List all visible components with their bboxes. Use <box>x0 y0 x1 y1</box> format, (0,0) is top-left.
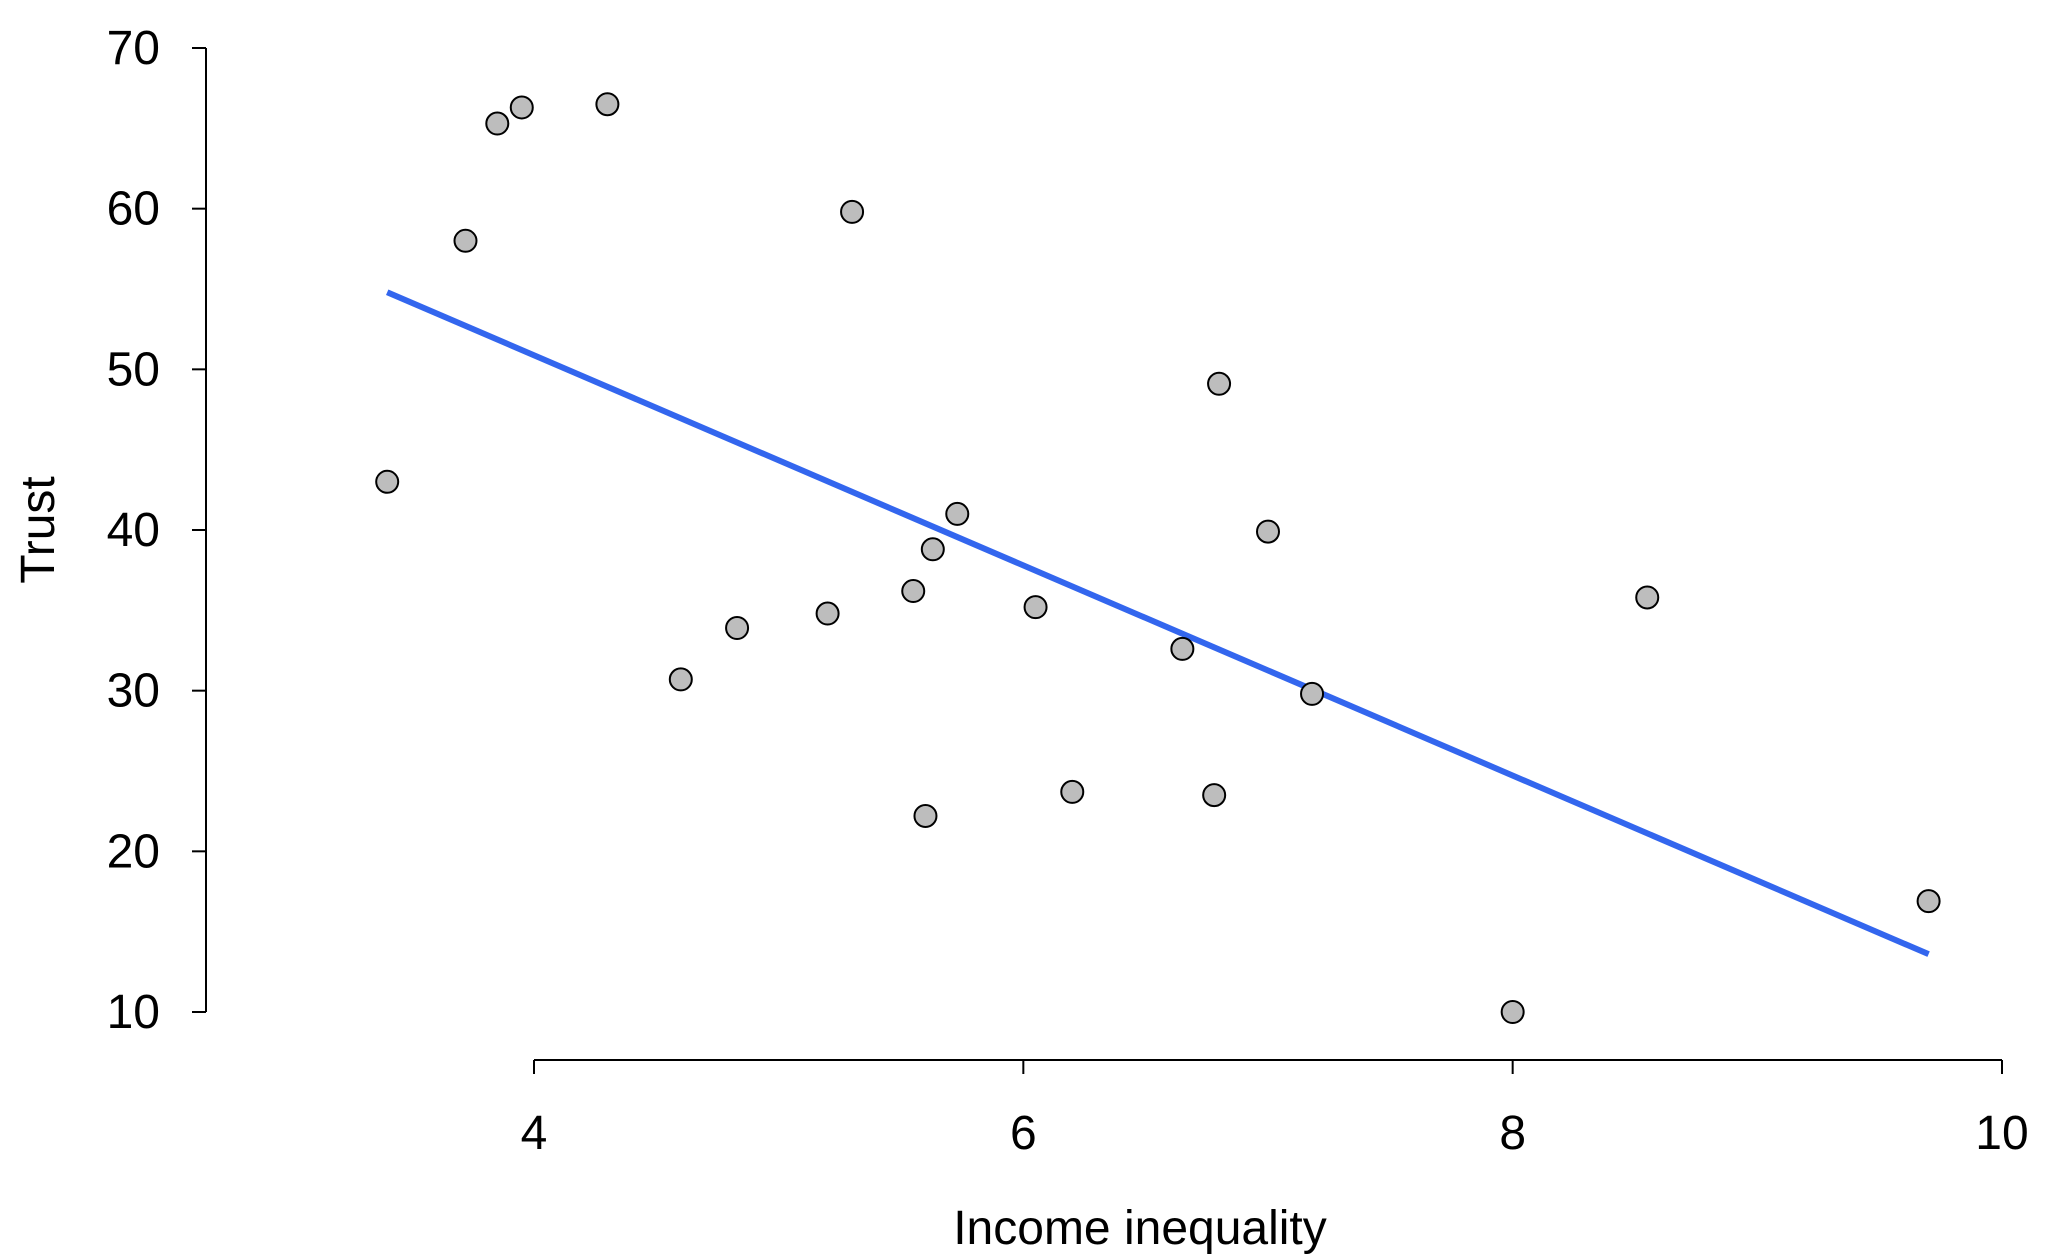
data-point <box>1207 371 1232 396</box>
data-point <box>920 537 945 562</box>
y-tick-label: 60 <box>107 183 160 236</box>
data-point <box>1500 1000 1525 1024</box>
data-point <box>668 667 693 692</box>
data-point <box>375 469 400 494</box>
x-tick-label: 4 <box>521 1107 548 1160</box>
data-point <box>1635 585 1660 610</box>
data-point <box>945 501 970 526</box>
data-point <box>453 228 478 253</box>
data-point <box>509 95 534 120</box>
y-tick-label: 10 <box>107 986 160 1039</box>
x-tick-label: 10 <box>1975 1107 2028 1160</box>
data-point <box>595 92 620 117</box>
data-point <box>913 803 938 828</box>
x-axis: 4 6 8 10 <box>521 1059 2029 1160</box>
points-layer <box>375 92 1941 1024</box>
data-point <box>815 601 840 626</box>
x-tick-label: 8 <box>1499 1107 1526 1160</box>
data-point <box>1023 595 1048 620</box>
x-tick-label: 6 <box>1010 1107 1037 1160</box>
data-point <box>485 111 510 136</box>
data-point <box>1060 779 1085 804</box>
data-point <box>901 579 926 604</box>
x-axis-title: Income inequality <box>953 1202 1327 1255</box>
y-axis-title: Trust <box>12 476 65 584</box>
data-point <box>840 199 865 224</box>
y-tick-label: 40 <box>107 504 160 557</box>
regression-line <box>386 289 1930 957</box>
y-tick-label: 20 <box>107 825 160 878</box>
y-axis: 10 20 30 40 50 60 70 <box>107 22 207 1039</box>
y-tick-label: 50 <box>107 343 160 396</box>
y-tick-label: 70 <box>107 22 160 75</box>
data-point <box>725 616 750 641</box>
data-point <box>1170 636 1195 661</box>
y-tick-label: 30 <box>107 665 160 718</box>
regression-line-layer <box>386 289 1930 957</box>
data-point <box>1256 519 1280 544</box>
data-point <box>1202 783 1227 808</box>
data-point <box>1300 681 1325 706</box>
data-point <box>1916 889 1941 914</box>
